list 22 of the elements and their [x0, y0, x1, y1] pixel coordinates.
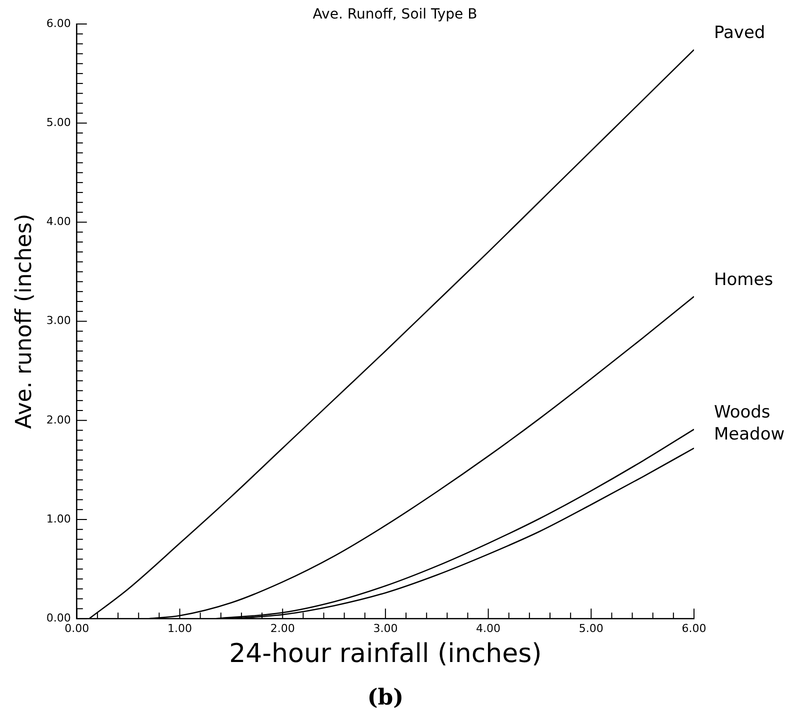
series-label: Homes — [714, 270, 774, 290]
series-label: Paved — [714, 23, 766, 44]
y-tick-label: 4.00 — [46, 215, 71, 228]
text: (b) — [367, 684, 404, 711]
y-tick-label: 5.00 — [46, 116, 71, 129]
series-label: Woods — [714, 402, 770, 423]
y-tick-label: 6.00 — [46, 16, 71, 30]
x-tick-label: 5.00 — [578, 622, 604, 636]
y-tick-label: 2.00 — [46, 413, 71, 426]
y-tick-label: 0.00 — [46, 611, 71, 624]
y-tick-label: 1.00 — [46, 512, 71, 526]
x-tick-label: 6.00 — [682, 622, 706, 636]
x-axis-title: 24-hour rainfall (inches) — [229, 639, 542, 670]
series-label: Meadow — [714, 424, 785, 445]
x-tick-label: 0.00 — [64, 622, 90, 636]
y-tick-label: 3.00 — [46, 314, 71, 328]
x-tick-label: 2.00 — [270, 622, 295, 636]
x-tick-label: 3.00 — [373, 622, 398, 636]
chart-title: Ave. Runoff, Soil Type B — [312, 6, 478, 23]
y-axis-title: Ave. runoff (inches) — [12, 214, 37, 429]
x-tick-label: 1.00 — [167, 622, 192, 636]
x-tick-label: 4.00 — [476, 622, 501, 636]
